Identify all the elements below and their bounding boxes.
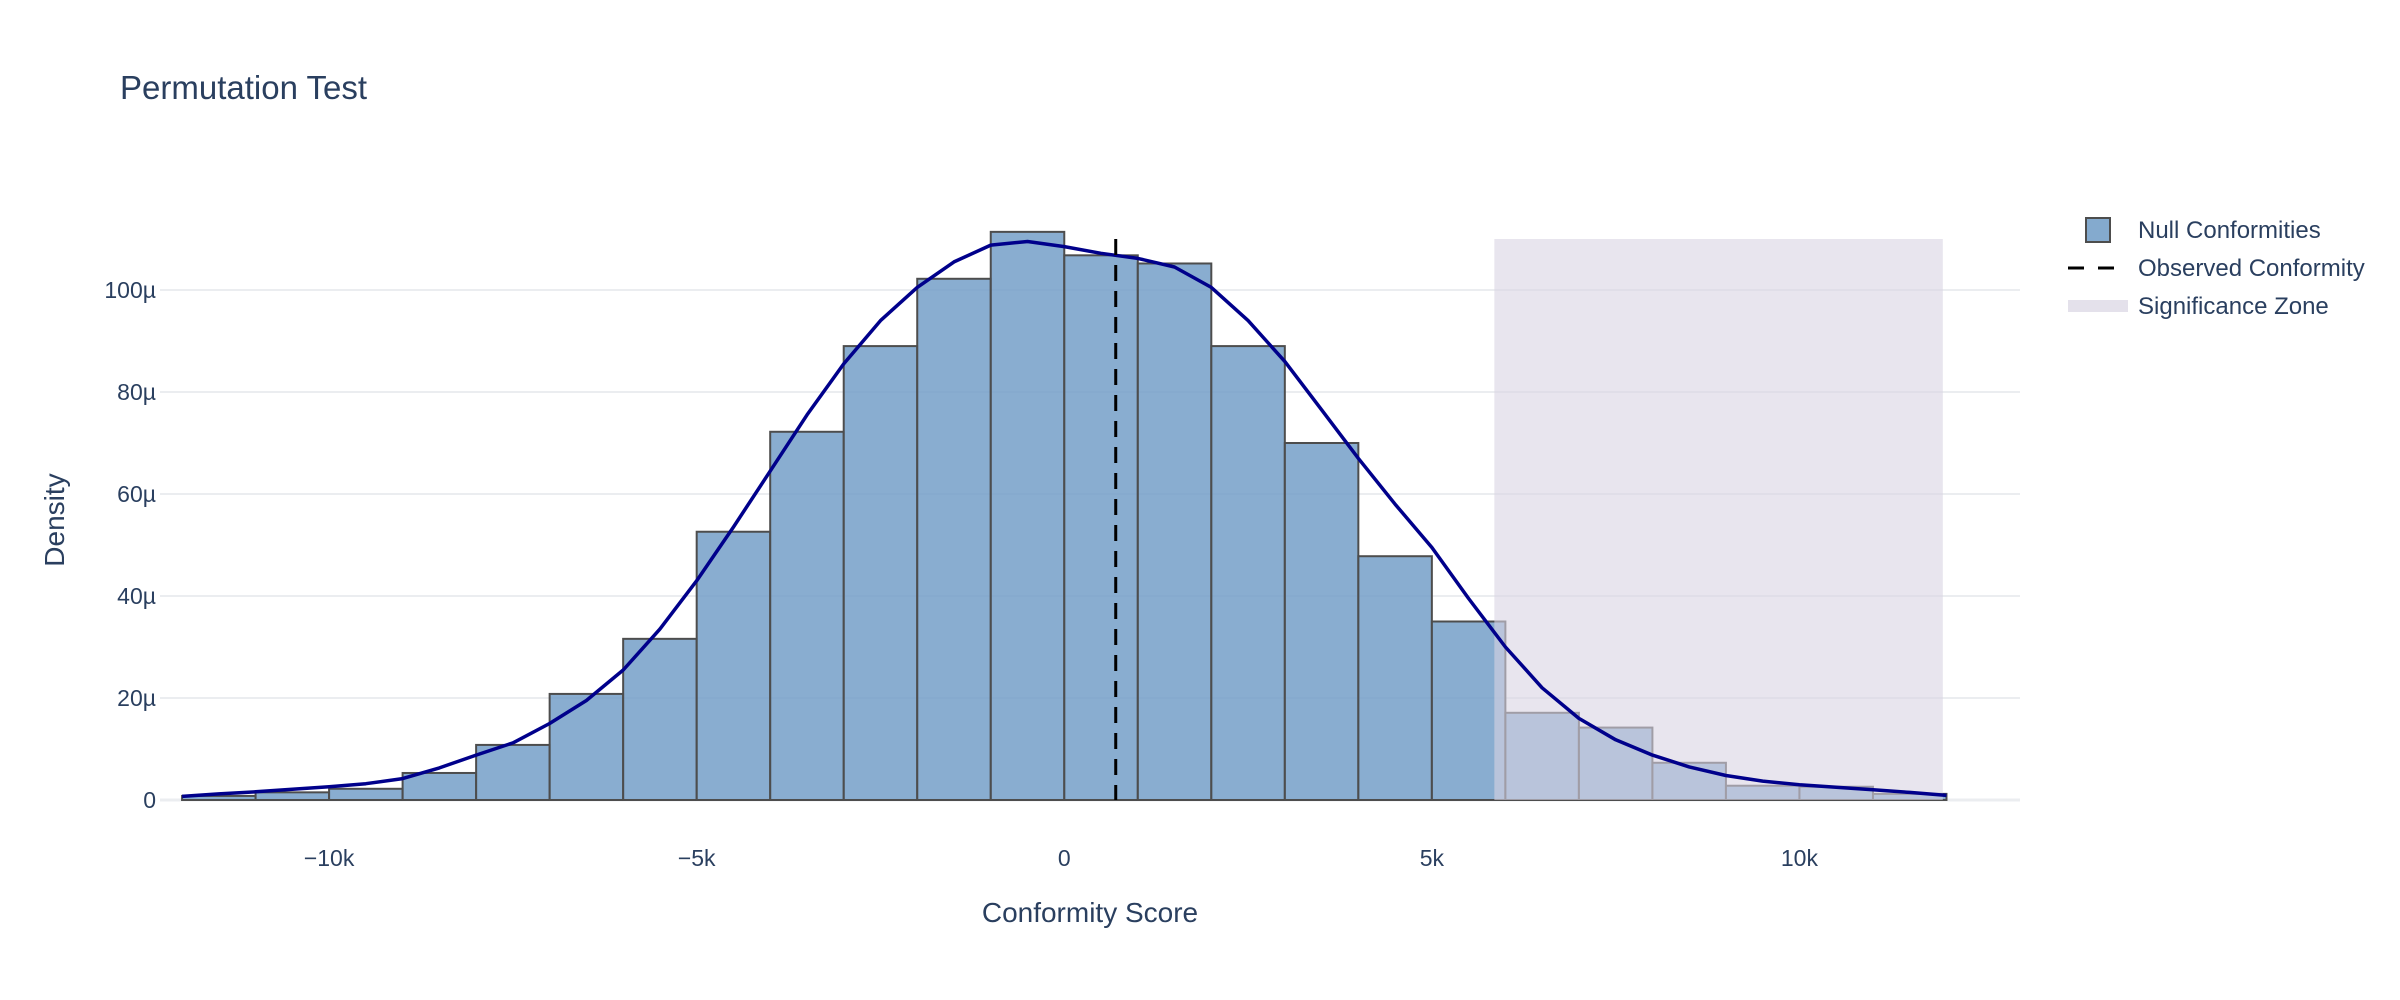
x-tick-label: 0 [1058,845,1071,871]
y-tick-label: 20µ [117,685,156,711]
histogram-bar [1210,345,1286,801]
histogram-bar [401,771,478,801]
histogram-bar [695,530,772,801]
y-tick-label: 0 [143,787,156,813]
x-axis-ticks: −10k −5k 0 5k 10k [304,845,1819,871]
y-tick-label: 40µ [117,583,156,609]
y-tick-label: 80µ [117,379,156,405]
y-axis-ticks: 0 20µ 40µ 60µ 80µ 100µ [104,277,156,813]
histogram-bar [622,637,698,802]
x-tick-label: 10k [1781,845,1819,871]
histogram-bar [1430,620,1507,801]
legend: Null Conformities Observed Conformity Sign… [2068,217,2365,320]
histogram-bar [548,692,625,801]
kde-layer [181,239,1947,799]
histogram-bar [1283,442,1360,801]
histogram-bar [842,345,919,801]
significance-zone-layer [1494,239,1943,800]
legend-label: Null Conformities [2138,217,2321,244]
x-axis-title: Conformity Score [982,897,1198,928]
legend-label: Observed Conformity [2138,255,2365,282]
significance-zone [1494,239,1943,800]
chart-title: Permutation Test [120,69,367,106]
x-tick-label: 5k [1420,845,1445,871]
histogram-bar [475,743,551,801]
histogram-bars [181,230,1948,802]
histogram-bar [254,791,331,801]
legend-swatch-zone [2068,300,2128,312]
histogram-bar [1063,254,1139,801]
histogram-bar [1136,262,1213,802]
kde-curve [181,239,1947,799]
x-tick-label: −5k [678,845,716,871]
histogram-bar [989,230,1066,802]
x-tick-label: −10k [304,845,355,871]
y-tick-label: 100µ [104,277,156,303]
histogram-bar [1357,555,1433,801]
y-axis-title: Density [39,473,70,566]
legend-swatch-histogram [2085,217,2111,243]
histogram-bar [769,430,845,801]
histogram-bar [916,277,992,801]
legend-label: Significance Zone [2138,293,2329,320]
y-tick-label: 60µ [117,481,156,507]
histogram-bar [328,787,404,802]
